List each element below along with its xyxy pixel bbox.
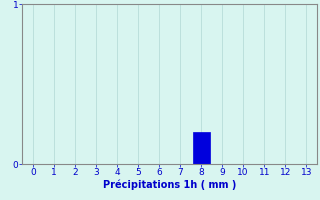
- Bar: [193, 132, 210, 164]
- X-axis label: Précipitations 1h ( mm ): Précipitations 1h ( mm ): [103, 180, 236, 190]
